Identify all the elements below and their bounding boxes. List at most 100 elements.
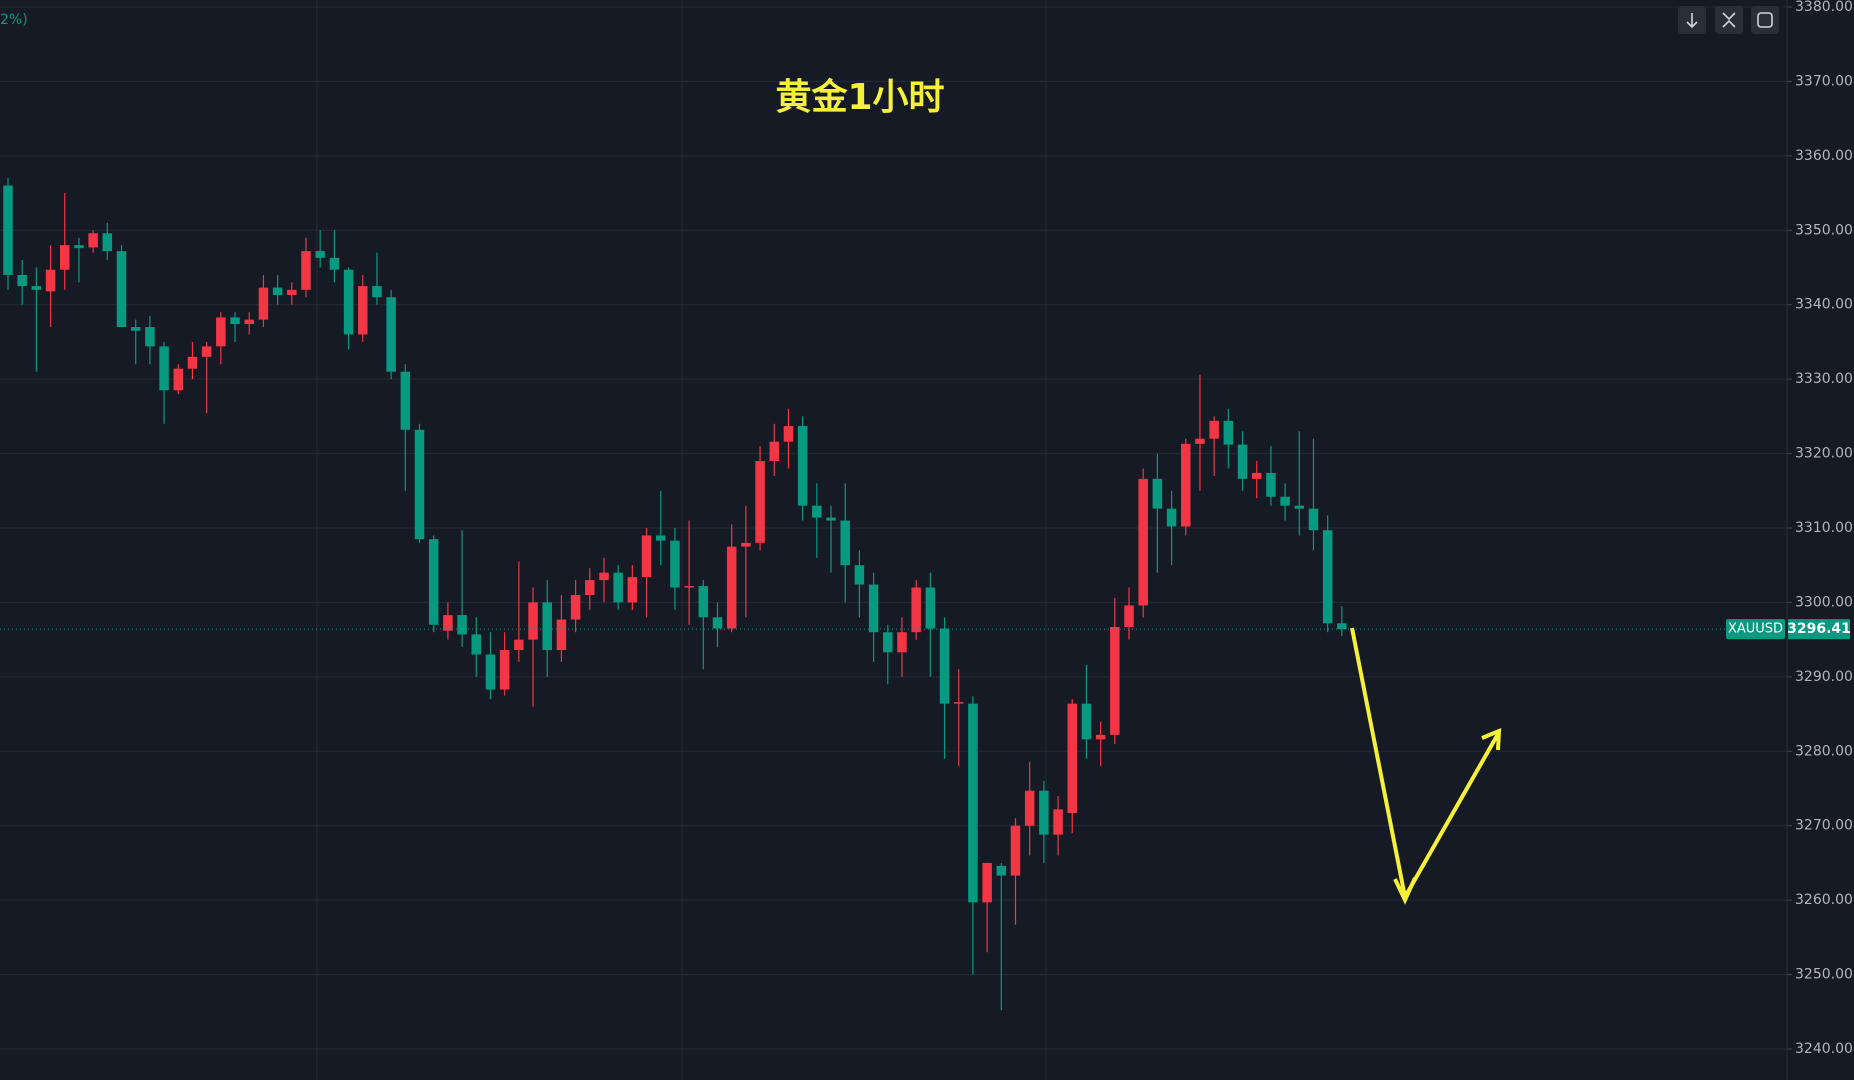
candle-body: [1124, 605, 1134, 627]
candle-body: [897, 632, 907, 653]
candle-body: [457, 615, 467, 635]
y-tick-label: 3380.00: [1795, 0, 1853, 15]
icon: [1757, 12, 1773, 28]
y-tick-label: 3340.00: [1795, 297, 1853, 313]
candle-body: [471, 634, 482, 655]
candle-body: [499, 650, 510, 690]
candle-body: [556, 619, 567, 651]
candle-body: [1308, 508, 1319, 531]
candle-body: [698, 586, 709, 618]
candle-body: [1322, 530, 1333, 624]
chart-title: 黄金1小时: [775, 76, 944, 118]
y-tick-label: 3250.00: [1795, 967, 1853, 983]
candle-body: [726, 546, 737, 629]
y-tick-label: 3300.00: [1795, 594, 1853, 610]
candle-body: [684, 586, 694, 588]
button-bg: [1751, 6, 1779, 34]
candle-body: [216, 317, 226, 347]
candle-body: [329, 257, 340, 270]
candle-body: [372, 286, 382, 298]
candle-body: [599, 572, 609, 581]
arrow-head: [1481, 727, 1502, 751]
header-fragment: 2%): [0, 12, 28, 28]
candle-body: [428, 539, 439, 625]
candle-body: [712, 617, 723, 629]
icon: [1722, 12, 1736, 28]
candle-body: [826, 517, 836, 521]
y-tick-label: 3350.00: [1795, 222, 1853, 238]
candle-body: [358, 286, 368, 335]
candle-body: [1195, 438, 1205, 444]
candle-body: [173, 368, 184, 391]
candle-body: [230, 317, 240, 325]
candle-body: [45, 269, 56, 292]
candle-body: [968, 703, 978, 903]
candle-body: [485, 654, 496, 690]
candle-body: [1166, 508, 1177, 527]
candle-body: [414, 429, 425, 540]
candle-body: [130, 327, 141, 331]
candle-body: [542, 602, 552, 651]
candle-body: [585, 580, 595, 595]
candle-body: [953, 702, 964, 704]
candle-body: [1081, 703, 1092, 740]
candle-body: [570, 594, 581, 620]
plot: [0, 178, 1787, 1011]
candle-body: [315, 251, 325, 258]
candle-body: [741, 542, 751, 547]
scroll-button[interactable]: [1678, 6, 1706, 34]
candle-body: [1024, 790, 1035, 826]
candle-body: [883, 632, 893, 653]
candle-body: [996, 865, 1007, 876]
candle-body: [60, 245, 70, 270]
y-tick-label: 3270.00: [1795, 818, 1853, 834]
candle-body: [613, 572, 623, 603]
candle-body: [939, 628, 950, 704]
toolbar: [1678, 6, 1779, 34]
candle-body: [627, 577, 638, 603]
candle-body: [1251, 472, 1262, 479]
candle-body: [3, 185, 13, 275]
candle-body: [102, 233, 113, 252]
candle-body: [641, 535, 652, 578]
candle-body: [145, 327, 155, 347]
candle-body: [1039, 790, 1049, 835]
y-tick-label: 3370.00: [1795, 73, 1853, 89]
y-tick-label: 3330.00: [1795, 371, 1853, 387]
y-tick-label: 3320.00: [1795, 446, 1853, 462]
candle-body: [1337, 623, 1347, 630]
candle-body: [287, 289, 297, 296]
y-tick-label: 3290.00: [1795, 669, 1853, 685]
arrow-head: [1393, 877, 1417, 905]
candle-body: [1181, 443, 1191, 527]
candle-body: [443, 615, 453, 631]
y-tick-label: 3310.00: [1795, 520, 1853, 536]
candle-body: [1067, 703, 1077, 814]
candle-body: [74, 245, 84, 249]
y-tick-label: 3360.00: [1795, 148, 1853, 164]
price-label: 3296.41: [1787, 621, 1851, 637]
candle-body: [1010, 825, 1021, 876]
candle-body: [272, 287, 283, 296]
candle-body: [528, 602, 538, 640]
candle-body: [1280, 496, 1290, 506]
candle-body: [17, 274, 27, 287]
candle-body: [159, 346, 169, 391]
symbol-label: XAUUSD: [1728, 622, 1783, 637]
candle-body: [911, 587, 921, 633]
candle-body: [925, 587, 936, 629]
candle-body: [982, 862, 992, 903]
candle-body: [670, 540, 680, 588]
candle-body: [1110, 626, 1120, 735]
candle-body: [840, 520, 850, 566]
candle-body: [1053, 809, 1063, 835]
price-tag: [1788, 619, 1850, 640]
candle-body: [1095, 734, 1106, 740]
fullscreen-button[interactable]: [1751, 6, 1779, 34]
candle-body: [797, 426, 808, 506]
candle-body: [244, 319, 254, 325]
candle-body: [769, 441, 780, 462]
collapse-button[interactable]: [1715, 6, 1743, 34]
icon: [1686, 13, 1698, 29]
